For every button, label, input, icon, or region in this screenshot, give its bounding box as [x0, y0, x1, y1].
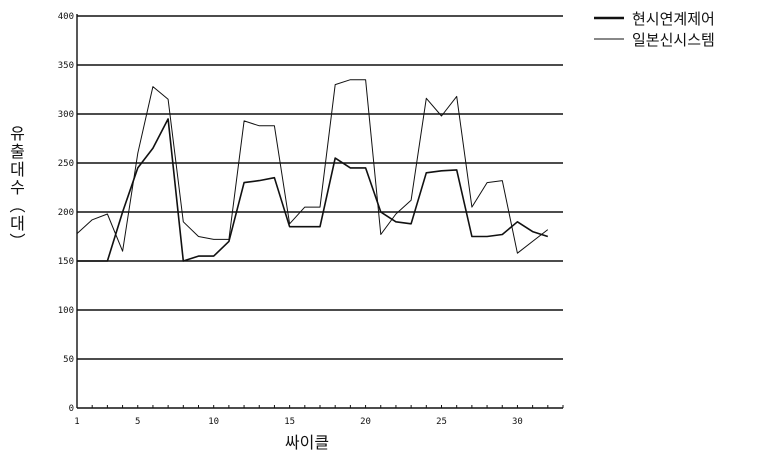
series-line-1	[77, 118, 549, 262]
y-tick-labels: 0 50 100 150 200 250 300 350 400	[58, 12, 74, 414]
y-tick-label: 100	[58, 306, 74, 316]
x-axis-label: 싸이클	[285, 433, 329, 452]
series-lines	[76, 79, 549, 262]
y-tick-label: 300	[58, 110, 74, 120]
y-tick-label: 50	[63, 355, 74, 365]
x-tick-label: 20	[360, 417, 371, 427]
grid-lines	[77, 15, 563, 360]
y-tick-label: 250	[58, 159, 74, 169]
y-tick-label: 350	[58, 61, 74, 71]
y-tick-label: 200	[58, 208, 74, 218]
x-tick-label: 1	[74, 417, 79, 427]
y-tick-label: 150	[58, 257, 74, 267]
x-tick-label: 30	[512, 417, 523, 427]
series-line-2	[76, 79, 549, 254]
x-tick-label: 15	[284, 417, 295, 427]
y-tick-label: 400	[58, 12, 74, 22]
legend-label-2: 일본신시스템	[632, 31, 715, 49]
x-tick-label: 25	[436, 417, 447, 427]
x-tick-label: 5	[135, 417, 140, 427]
x-tick-labels: 1 5 10 15 20 25 30	[74, 417, 523, 427]
y-axis-label: 유출대수（대）	[7, 125, 26, 251]
y-tick-label: 0	[69, 404, 74, 414]
axes	[76, 14, 564, 409]
legend-label-1: 현시연계제어	[632, 10, 715, 28]
x-tick-label: 10	[208, 417, 219, 427]
